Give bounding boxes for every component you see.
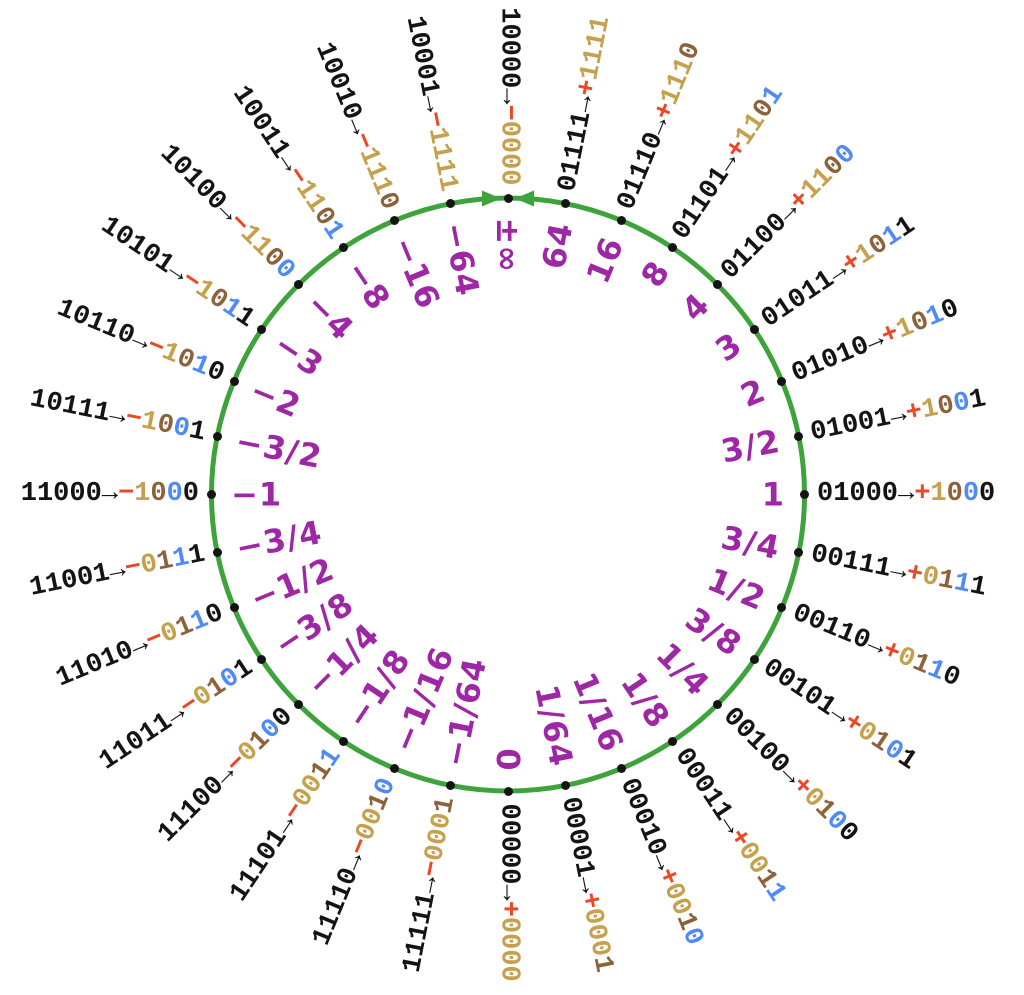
ring-dot xyxy=(338,736,348,746)
maps-to-arrow-icon: → xyxy=(493,884,524,901)
ring-dot xyxy=(750,325,760,335)
decoded-bit: 0 xyxy=(493,916,524,934)
ring-dot xyxy=(668,243,678,253)
decoded-bit: 0 xyxy=(166,479,183,509)
ring-dot xyxy=(503,786,513,796)
input-bits: 01000 xyxy=(817,479,899,509)
ring-dot xyxy=(390,763,400,773)
mapping-label-01000: 01000→+1000 xyxy=(817,481,995,508)
value-label-8: 1 xyxy=(761,475,785,514)
maps-to-arrow-icon: → xyxy=(493,88,524,105)
ring-dot xyxy=(390,216,400,226)
value-label-9: 3/4 xyxy=(717,518,784,568)
ring-dot xyxy=(256,654,266,664)
decoded-bit: 0 xyxy=(493,153,524,170)
decoded-bit: 0 xyxy=(493,965,524,982)
ring-dot xyxy=(445,780,455,790)
maps-to-arrow-icon: → xyxy=(898,479,915,509)
decoded-bit: 0 xyxy=(493,120,524,137)
ring-dot xyxy=(338,243,348,253)
ring-dot xyxy=(256,325,266,335)
decoded-bit: 0 xyxy=(182,479,199,509)
value-label-1: 64 xyxy=(534,219,581,273)
mapping-label-11000: 11000→−1000 xyxy=(21,481,199,508)
ring-dot xyxy=(777,603,787,613)
counterclockwise-arrowhead-icon xyxy=(515,190,534,207)
mapping-label-10000: 10000→−0000 xyxy=(493,7,524,186)
ring-dot xyxy=(777,376,787,386)
decoded-bit: 0 xyxy=(493,136,524,154)
decoded-bit: 1 xyxy=(134,479,151,509)
ring-dot xyxy=(750,654,760,664)
sign-glyph: − xyxy=(493,104,524,121)
ring-dot xyxy=(212,432,222,442)
ring-dot xyxy=(503,193,513,203)
decoded-bit: 0 xyxy=(150,479,167,509)
ring-dot xyxy=(445,199,455,209)
ring-dot xyxy=(794,432,804,442)
ring-dot xyxy=(212,547,222,557)
sign-glyph: + xyxy=(493,900,524,917)
sign-glyph: − xyxy=(117,479,135,509)
ring-dot xyxy=(293,699,303,709)
decoded-bit: 0 xyxy=(493,169,524,186)
value-label-16: 0 xyxy=(489,748,527,772)
decoded-bit: 0 xyxy=(962,479,980,509)
decoded-bit: 0 xyxy=(979,479,996,509)
ring-dot xyxy=(561,199,571,209)
value-label-0: ±∞ xyxy=(489,217,527,273)
ring-dot xyxy=(800,490,809,499)
maps-to-arrow-icon: → xyxy=(101,479,118,509)
input-bits: 00000 xyxy=(493,803,524,885)
value-label-24: −1 xyxy=(231,475,283,514)
ring-dot xyxy=(713,280,723,290)
ring-dot xyxy=(229,603,239,613)
decoded-bit: 1 xyxy=(930,479,947,509)
sign-glyph: + xyxy=(914,479,931,509)
ring-dot xyxy=(713,699,723,709)
ring-dot xyxy=(794,547,804,557)
input-bits: 11000 xyxy=(20,479,102,509)
ring-dot xyxy=(616,216,626,226)
mapping-label-00000: 00000→+0000 xyxy=(493,803,524,982)
decoded-bit: 0 xyxy=(946,479,963,509)
ring-dot xyxy=(293,280,303,290)
ring-dot xyxy=(229,376,239,386)
clockwise-arrowhead-icon xyxy=(482,190,501,207)
decoded-bit: 0 xyxy=(493,949,524,966)
ring-dot xyxy=(561,780,571,790)
ring-dot xyxy=(616,763,626,773)
ring-dot xyxy=(668,736,678,746)
ring-dot xyxy=(207,490,216,499)
decoded-bit: 0 xyxy=(493,933,524,950)
input-bits: 10000 xyxy=(493,7,524,89)
